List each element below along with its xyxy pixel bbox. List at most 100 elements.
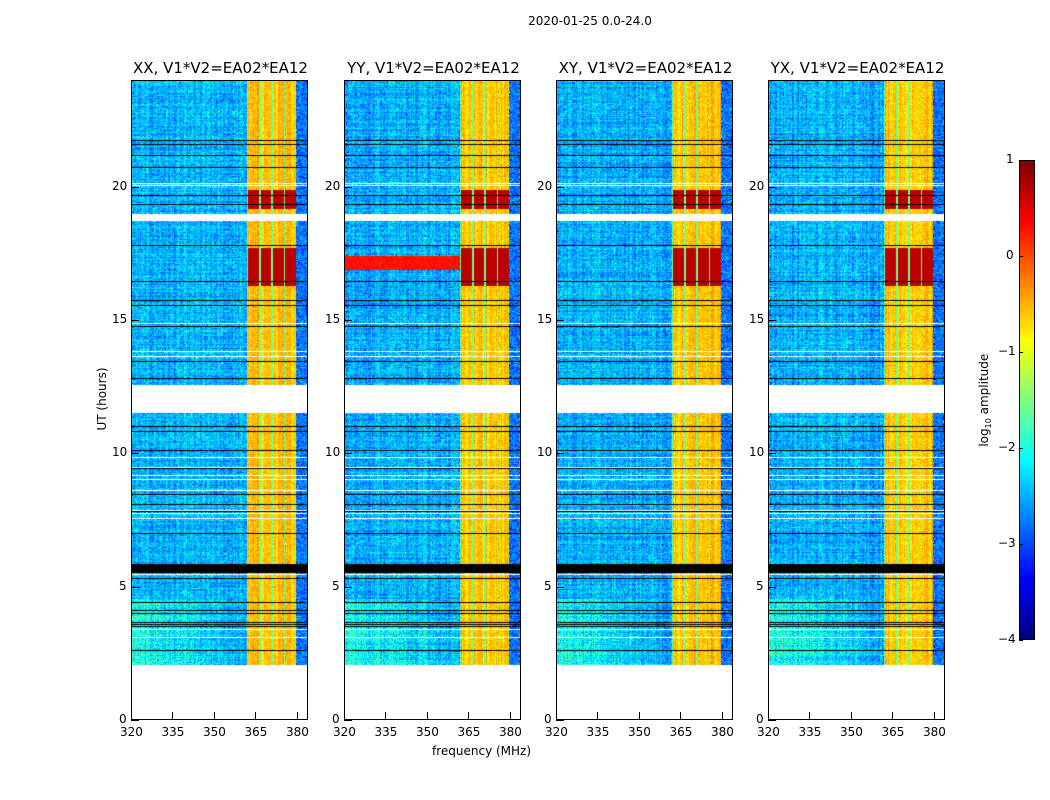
y-tick xyxy=(768,586,776,588)
y-tick-label: 5 xyxy=(544,578,552,593)
x-tick-label: 320 xyxy=(545,725,568,739)
y-tick xyxy=(131,720,139,721)
y-axis-label: UT (hours) xyxy=(95,367,109,431)
colorbar-tick xyxy=(1019,352,1023,353)
panel-title: XX, V1*V2=EA02*EA12 xyxy=(133,59,308,77)
x-tick-label: 380 xyxy=(922,725,946,739)
colorbar-tick-label: 0 xyxy=(1006,248,1014,262)
panel-title: YX, V1*V2=EA02*EA12 xyxy=(770,59,945,77)
heatmap-cells xyxy=(769,81,944,719)
x-tick xyxy=(892,712,894,720)
x-tick-label: 350 xyxy=(627,725,651,739)
x-tick xyxy=(172,712,174,720)
y-tick-label: 15 xyxy=(112,312,128,326)
y-tick xyxy=(768,186,776,188)
y-tick-label: 0 xyxy=(332,712,340,726)
x-tick xyxy=(556,712,557,720)
x-tick xyxy=(721,712,723,720)
colorbar xyxy=(1019,160,1035,640)
x-tick-label: 320 xyxy=(757,725,780,739)
colorbar-tick-label: −1 xyxy=(998,344,1016,358)
y-tick xyxy=(131,186,139,188)
x-tick-label: 365 xyxy=(244,725,268,739)
x-tick xyxy=(385,712,387,720)
y-tick-label: 0 xyxy=(544,712,552,726)
x-tick xyxy=(509,712,511,720)
y-tick-label: 5 xyxy=(756,578,764,593)
y-tick-label: 5 xyxy=(119,578,127,593)
x-tick-label: 365 xyxy=(457,725,481,739)
spectrogram-panel-1: XX, V1*V2=EA02*EA12 xyxy=(131,59,308,720)
x-tick xyxy=(426,712,428,720)
figure-title: 2020-01-25 0.0-24.0 xyxy=(528,14,652,28)
x-tick-label: 350 xyxy=(202,725,226,739)
y-tick xyxy=(556,586,564,588)
x-tick xyxy=(768,712,769,720)
x-tick xyxy=(255,712,257,720)
x-tick-label: 320 xyxy=(333,725,356,739)
x-tick xyxy=(850,712,852,720)
colorbar-tick xyxy=(1019,256,1023,257)
y-tick xyxy=(131,586,139,588)
panel-title: YY, V1*V2=EA02*EA12 xyxy=(347,59,520,77)
spectrogram-panel-3: XY, V1*V2=EA02*EA12 xyxy=(556,59,733,720)
x-tick xyxy=(597,712,599,720)
y-tick xyxy=(556,720,564,721)
x-tick-label: 380 xyxy=(285,725,309,739)
y-tick-label: 10 xyxy=(112,445,128,460)
x-tick-label: 335 xyxy=(161,725,185,739)
x-tick xyxy=(296,712,298,720)
y-tick xyxy=(344,453,352,455)
y-tick xyxy=(556,453,564,455)
colorbar-tick-label: 1 xyxy=(1006,152,1014,166)
y-tick-label: 10 xyxy=(749,445,765,460)
y-tick-label: 20 xyxy=(325,178,341,193)
colorbar-tick-label: −3 xyxy=(998,536,1016,550)
colorbar-tick xyxy=(1019,448,1023,449)
spectrogram-panel-2: YY, V1*V2=EA02*EA12 xyxy=(344,59,521,720)
y-tick-label: 5 xyxy=(332,578,340,593)
colorbar-tick-label: −2 xyxy=(998,440,1016,454)
x-tick-label: 335 xyxy=(798,725,822,739)
y-tick xyxy=(768,320,776,321)
y-tick-label: 20 xyxy=(112,178,128,193)
panel-title: XY, V1*V2=EA02*EA12 xyxy=(558,59,733,77)
colorbar-tick xyxy=(1019,640,1023,641)
x-tick xyxy=(638,712,640,720)
y-tick xyxy=(768,453,776,455)
y-tick-label: 15 xyxy=(537,312,553,326)
x-tick xyxy=(933,712,935,720)
y-tick xyxy=(344,186,352,188)
y-tick-label: 10 xyxy=(325,445,341,460)
y-tick-label: 20 xyxy=(749,178,765,193)
y-tick-label: 20 xyxy=(537,178,553,193)
y-tick-label: 15 xyxy=(325,312,341,326)
heatmap-cells xyxy=(132,81,307,719)
x-tick-label: 365 xyxy=(881,725,905,739)
colorbar-tick xyxy=(1019,160,1023,161)
x-tick xyxy=(213,712,215,720)
x-tick xyxy=(680,712,682,720)
x-tick-label: 380 xyxy=(710,725,734,739)
y-tick-label: 0 xyxy=(756,712,764,726)
heatmap-cells xyxy=(345,81,520,719)
y-tick xyxy=(556,320,564,321)
x-tick-label: 320 xyxy=(120,725,143,739)
y-tick-label: 10 xyxy=(537,445,553,460)
y-tick-label: 0 xyxy=(119,712,127,726)
y-tick xyxy=(344,320,352,321)
y-tick xyxy=(556,186,564,188)
y-tick-label: 15 xyxy=(749,312,765,326)
x-tick-label: 350 xyxy=(415,725,439,739)
x-tick xyxy=(131,712,132,720)
y-tick xyxy=(344,586,352,588)
x-axis-label: frequency (MHz) xyxy=(432,744,532,758)
y-tick xyxy=(768,720,776,721)
x-tick-label: 380 xyxy=(498,725,522,739)
heatmap-cells xyxy=(557,81,732,719)
x-tick-label: 365 xyxy=(669,725,693,739)
colorbar-label: log10 amplitude xyxy=(976,353,994,447)
x-tick-label: 335 xyxy=(586,725,610,739)
y-tick xyxy=(131,453,139,455)
